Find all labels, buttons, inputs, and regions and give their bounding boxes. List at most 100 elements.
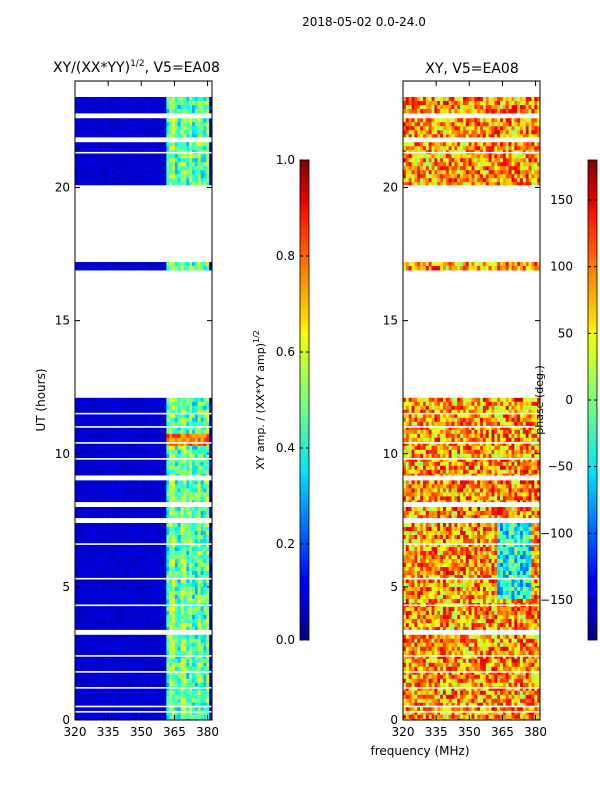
heatmap-cell: [157, 714, 162, 720]
heatmap-cell: [186, 686, 190, 692]
heatmap-cell: [114, 694, 119, 700]
heatmap-cell: [109, 682, 113, 688]
heatmap-cell: [163, 262, 167, 267]
heatmap-cell: [94, 507, 99, 512]
heatmap-cell: [126, 702, 130, 708]
heatmap-cell: [146, 469, 150, 475]
heatmap-cell: [134, 469, 139, 475]
heatmap-cell: [126, 646, 130, 652]
heatmap-cell: [149, 397, 153, 403]
heatmap-cell: [149, 174, 153, 179]
heatmap-cell: [194, 690, 199, 696]
heatmap-cell: [149, 626, 153, 630]
heatmap-cell: [152, 598, 156, 604]
heatmap-cell: [143, 405, 147, 411]
heatmap-cell: [89, 678, 93, 684]
heatmap-cell: [83, 678, 88, 684]
heatmap-cell: [126, 413, 130, 419]
heatmap-cell: [80, 654, 85, 660]
heatmap-cell: [166, 130, 170, 135]
heatmap-cell: [206, 582, 210, 588]
heatmap-cell: [166, 465, 170, 471]
heatmap-cell: [206, 409, 210, 415]
heatmap-cell: [120, 262, 125, 267]
heatmap-cell: [186, 646, 190, 652]
heatmap-cell: [126, 566, 130, 572]
heatmap-cell: [160, 154, 165, 159]
heatmap-cell: [134, 100, 139, 106]
heatmap-cell: [94, 515, 99, 519]
heatmap-cell: [174, 530, 179, 536]
heatmap-cell: [94, 646, 99, 652]
flagged-gap: [75, 458, 212, 460]
heatmap-cell: [120, 706, 125, 712]
heatmap-cell: [112, 96, 116, 102]
heatmap-cell: [163, 578, 167, 584]
heatmap-cell: [77, 610, 82, 616]
heatmap-cell: [83, 626, 88, 630]
heatmap-cell: [77, 492, 82, 497]
heatmap-cell: [172, 622, 176, 628]
heatmap-cell: [152, 515, 156, 519]
heatmap-cell: [149, 698, 153, 704]
heatmap-cell: [186, 473, 190, 476]
heatmap-cell: [137, 484, 142, 489]
heatmap-cell: [103, 492, 107, 497]
heatmap-cell: [117, 554, 122, 560]
heatmap-cell: [140, 670, 145, 676]
heatmap-cell: [89, 496, 93, 501]
heatmap-cell: [134, 666, 139, 672]
heatmap-cell: [186, 170, 190, 175]
heatmap-cell: [75, 670, 79, 676]
heatmap-cell: [97, 142, 102, 147]
heatmap-cell: [143, 421, 147, 427]
heatmap-cell: [75, 574, 79, 580]
heatmap-cell: [186, 634, 190, 640]
heatmap-cell: [80, 618, 85, 624]
heatmap-cell: [157, 666, 162, 672]
heatmap-cell: [132, 554, 136, 560]
heatmap-cell: [180, 598, 185, 604]
heatmap-cell: [154, 538, 159, 544]
heatmap-cell: [152, 534, 156, 540]
heatmap-cell: [157, 142, 162, 147]
heatmap-cell: [192, 574, 196, 580]
heatmap-cell: [103, 678, 107, 684]
heatmap-cell: [206, 710, 210, 716]
heatmap-cell: [114, 413, 119, 419]
heatmap-cell: [186, 674, 190, 680]
heatmap-cell: [140, 718, 145, 720]
heatmap-cell: [160, 706, 165, 712]
heatmap-cell: [134, 397, 139, 403]
heatmap-cell: [180, 433, 185, 439]
heatmap-cell: [180, 610, 185, 616]
heatmap-cell: [75, 666, 79, 672]
heatmap-cell: [137, 429, 142, 435]
heatmap-cell: [174, 429, 179, 435]
heatmap-cell: [83, 686, 88, 692]
heatmap-cell: [172, 457, 176, 463]
heatmap-cell: [166, 262, 170, 267]
heatmap-cell: [163, 174, 167, 179]
heatmap-cell: [129, 433, 133, 439]
heatmap-cell: [160, 678, 165, 684]
heatmap-cell: [177, 449, 182, 455]
heatmap-cell: [94, 174, 99, 179]
heatmap-cell: [166, 134, 170, 138]
heatmap-cell: [203, 650, 207, 656]
heatmap-cell: [134, 262, 139, 267]
heatmap-cell: [89, 718, 93, 720]
heatmap-cell: [100, 146, 105, 151]
heatmap-cell: [209, 500, 212, 503]
heatmap-cell: [180, 578, 185, 584]
heatmap-cell: [197, 166, 202, 171]
heatmap-cell: [154, 594, 159, 600]
heatmap-cell: [123, 526, 127, 532]
heatmap-cell: [143, 96, 147, 102]
heatmap-cell: [209, 142, 212, 147]
heatmap-cell: [143, 437, 147, 443]
heatmap-cell: [114, 650, 119, 656]
heatmap-cell: [112, 182, 116, 186]
heatmap-cell: [157, 638, 162, 644]
heatmap-cell: [200, 546, 205, 552]
